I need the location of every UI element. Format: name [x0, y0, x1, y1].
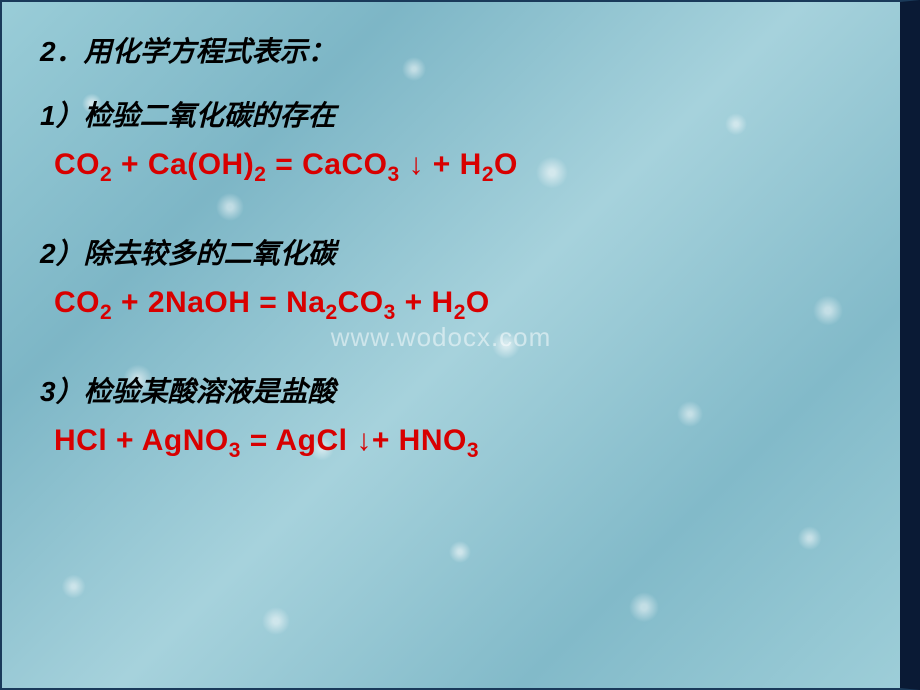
- equation-1: CO2 + Ca(OH)2 = CaCO3 ↓ + H2O: [54, 148, 860, 182]
- slide-content: 2．用化学方程式表示： 1）检验二氧化碳的存在 CO2 + Ca(OH)2 = …: [2, 2, 900, 498]
- equation-2: CO2 + 2NaOH = Na2CO3 + H2O: [54, 286, 860, 320]
- sub-item-3-label: 3）检验某酸溶液是盐酸: [40, 370, 860, 410]
- question-title: 2．用化学方程式表示：: [40, 30, 860, 70]
- sub-item-2-label: 2）除去较多的二氧化碳: [40, 232, 860, 272]
- equation-3: HCl + AgNO3 = AgCl ↓+ HNO3: [54, 424, 860, 458]
- sub-item-1-label: 1）检验二氧化碳的存在: [40, 94, 860, 134]
